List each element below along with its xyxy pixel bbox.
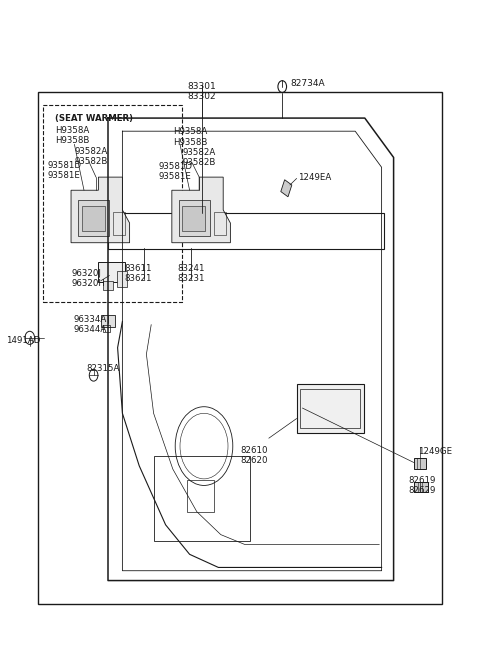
- Text: 82619
82629: 82619 82629: [408, 476, 436, 495]
- Bar: [103, 281, 113, 290]
- Text: H9358A
H9358B: H9358A H9358B: [55, 126, 90, 146]
- Text: 82315A: 82315A: [86, 364, 120, 373]
- Bar: [113, 212, 125, 235]
- Bar: [82, 206, 105, 231]
- Text: (SEAT WARMER): (SEAT WARMER): [55, 114, 133, 123]
- Bar: [38, 92, 442, 604]
- Polygon shape: [71, 177, 130, 243]
- Polygon shape: [172, 177, 230, 243]
- Bar: [98, 262, 125, 282]
- Bar: [297, 384, 364, 433]
- Bar: [108, 213, 384, 249]
- Bar: [43, 105, 182, 302]
- Bar: [179, 200, 210, 236]
- Bar: [154, 456, 250, 541]
- Text: H9358A
H9358B: H9358A H9358B: [173, 127, 207, 147]
- Polygon shape: [414, 482, 428, 492]
- Bar: [78, 200, 109, 236]
- Bar: [103, 325, 110, 332]
- Text: 93581D
93581E: 93581D 93581E: [158, 162, 192, 182]
- Bar: [187, 480, 214, 512]
- Text: 1249GE: 1249GE: [418, 447, 452, 457]
- Polygon shape: [281, 180, 292, 197]
- Bar: [182, 206, 205, 231]
- Text: 93581D
93581E: 93581D 93581E: [47, 161, 81, 180]
- Text: 93582A
93582B: 93582A 93582B: [182, 148, 216, 167]
- Bar: [214, 212, 226, 235]
- Text: 83241
83231: 83241 83231: [177, 264, 205, 283]
- Text: 1249EA: 1249EA: [298, 173, 331, 182]
- Text: 93582A
93582B: 93582A 93582B: [74, 147, 108, 167]
- Text: 82734A: 82734A: [290, 79, 324, 88]
- Bar: [101, 315, 115, 327]
- Bar: [300, 389, 360, 428]
- Text: 83301
83302: 83301 83302: [187, 82, 216, 102]
- Text: 83611
83621: 83611 83621: [124, 264, 152, 283]
- Text: 96334A
96344A: 96334A 96344A: [73, 315, 107, 335]
- Text: 82610
82620: 82610 82620: [240, 446, 268, 466]
- Text: 96320J
96320H: 96320J 96320H: [71, 269, 105, 289]
- Bar: [117, 271, 127, 287]
- Polygon shape: [414, 458, 426, 469]
- Bar: [91, 221, 118, 239]
- Text: 1491AD: 1491AD: [6, 336, 40, 345]
